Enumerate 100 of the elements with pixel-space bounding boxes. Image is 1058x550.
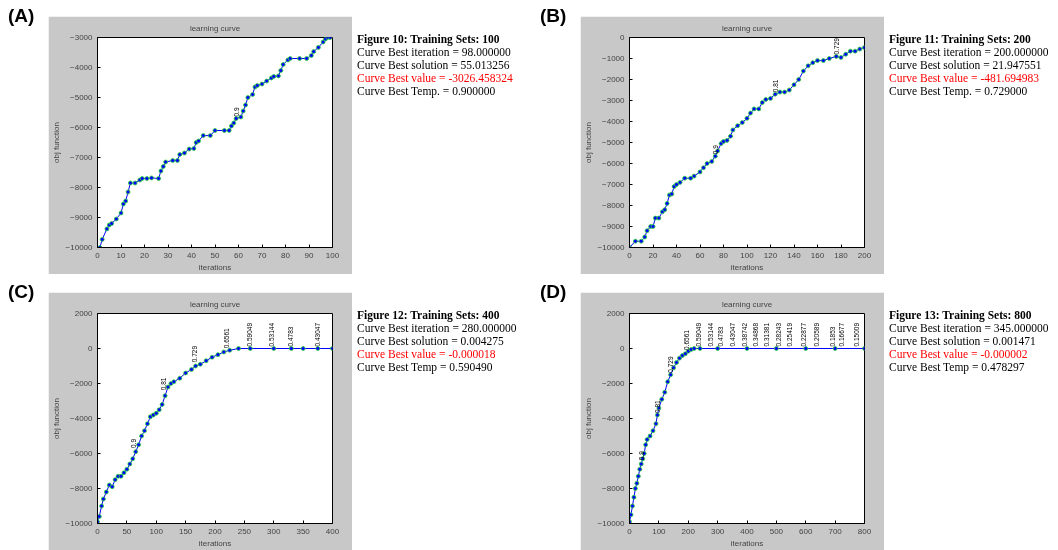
text: (B) bbox=[540, 4, 567, 28]
text: Curve Best iteration = 98.000000 bbox=[357, 46, 511, 58]
point bbox=[634, 480, 640, 486]
text: (C) bbox=[8, 280, 35, 304]
y-tick-label: −8000 bbox=[602, 201, 626, 210]
x-tick-label: 70 bbox=[257, 250, 267, 260]
text: (D) bbox=[540, 280, 567, 304]
point bbox=[109, 484, 115, 490]
y-tick-label: −1000 bbox=[602, 54, 626, 63]
point bbox=[677, 355, 682, 361]
y-tick-label: −2000 bbox=[70, 379, 94, 388]
x-tick-label: 90 bbox=[304, 250, 314, 260]
point bbox=[810, 60, 816, 66]
x-tick-label: 0 bbox=[627, 526, 633, 536]
point bbox=[97, 514, 102, 519]
y-tick-label: 2000 bbox=[74, 309, 94, 318]
point bbox=[803, 346, 809, 351]
point bbox=[704, 161, 710, 166]
x-axis-title: iterations bbox=[730, 262, 764, 272]
text: Curve Best solution = 55.013256 bbox=[357, 59, 510, 71]
chart-title: learning curve bbox=[721, 299, 773, 309]
point bbox=[644, 437, 650, 442]
point bbox=[709, 159, 715, 164]
point bbox=[221, 349, 227, 355]
text: Figure 10: Training Sets: 100 bbox=[357, 33, 500, 45]
text: Curve Best Temp = 0.478297 bbox=[889, 361, 1025, 373]
point bbox=[652, 215, 658, 221]
point bbox=[638, 238, 644, 244]
point bbox=[848, 48, 853, 54]
y-axis-title: obj function bbox=[51, 122, 61, 163]
point bbox=[647, 433, 653, 439]
point bbox=[801, 68, 806, 74]
x-axis-title: iterations bbox=[198, 262, 232, 272]
x-tick-label: 30 bbox=[163, 250, 173, 260]
x-tick-label: 500 bbox=[769, 526, 784, 536]
point bbox=[759, 100, 765, 105]
text: Curve Best Temp = 0.590490 bbox=[357, 361, 493, 373]
point bbox=[697, 169, 703, 175]
y-tick-label: −4000 bbox=[70, 63, 94, 72]
x-tick-label: 50 bbox=[122, 526, 132, 536]
point bbox=[271, 346, 277, 351]
point bbox=[203, 358, 209, 364]
chart-title: learning curve bbox=[189, 299, 241, 309]
y-tick-label: −2000 bbox=[602, 75, 626, 84]
y-tick-label: −7000 bbox=[70, 153, 94, 162]
point bbox=[744, 346, 750, 351]
x-tick-label: 250 bbox=[237, 526, 252, 536]
point bbox=[637, 466, 643, 472]
y-tick-label: −5000 bbox=[602, 138, 626, 147]
text: Curve Best value = -481.694983 bbox=[889, 72, 1039, 84]
point bbox=[826, 56, 832, 61]
x-tick-label: 800 bbox=[857, 526, 872, 536]
y-tick-label: 0 bbox=[620, 344, 626, 353]
point bbox=[728, 133, 733, 139]
point bbox=[701, 165, 706, 171]
point bbox=[209, 354, 215, 360]
text: Figure 12: Training Sets: 400 bbox=[357, 309, 500, 321]
point bbox=[786, 87, 792, 93]
point bbox=[688, 175, 693, 181]
point bbox=[127, 461, 133, 467]
x-tick-label: 700 bbox=[828, 526, 843, 536]
point bbox=[691, 173, 697, 179]
point bbox=[133, 449, 139, 455]
point bbox=[656, 215, 662, 221]
point bbox=[635, 473, 641, 479]
point bbox=[638, 461, 644, 467]
x-tick-label: 0 bbox=[95, 526, 101, 536]
text: Curve Best iteration = 345.000000 bbox=[889, 322, 1049, 334]
x-tick-label: 40 bbox=[672, 250, 682, 260]
x-tick-label: 100 bbox=[740, 250, 755, 260]
point bbox=[99, 503, 105, 509]
point bbox=[124, 466, 130, 472]
y-axis-title: obj function bbox=[583, 398, 593, 439]
y-tick-label: −5000 bbox=[70, 93, 94, 102]
text: Curve Best solution = 21.947551 bbox=[889, 59, 1042, 71]
point bbox=[724, 138, 730, 143]
y-axis-title: obj function bbox=[583, 122, 593, 163]
y-tick-label: −3000 bbox=[602, 96, 626, 105]
x-tick-label: 400 bbox=[325, 526, 340, 536]
point bbox=[177, 375, 183, 381]
point bbox=[744, 115, 750, 121]
y-axis-title: obj function bbox=[51, 398, 61, 439]
point bbox=[653, 421, 659, 427]
point bbox=[739, 120, 745, 125]
point bbox=[236, 346, 241, 351]
point bbox=[832, 346, 838, 351]
x-tick-label: 140 bbox=[787, 250, 802, 260]
text: Curve Best value = -0.000002 bbox=[889, 348, 1028, 360]
x-tick-label: 400 bbox=[740, 526, 755, 536]
x-tick-label: 0 bbox=[627, 250, 633, 260]
point bbox=[796, 77, 802, 82]
x-tick-label: 80 bbox=[719, 250, 729, 260]
x-tick-label: 600 bbox=[799, 526, 813, 536]
chart-title: learning curve bbox=[721, 23, 773, 33]
y-tick-label: −6000 bbox=[602, 159, 626, 168]
point bbox=[121, 470, 127, 476]
point bbox=[852, 48, 858, 54]
point bbox=[631, 494, 637, 500]
y-tick-label: −10000 bbox=[597, 243, 626, 252]
text: Curve Best iteration = 280.000000 bbox=[357, 322, 517, 334]
